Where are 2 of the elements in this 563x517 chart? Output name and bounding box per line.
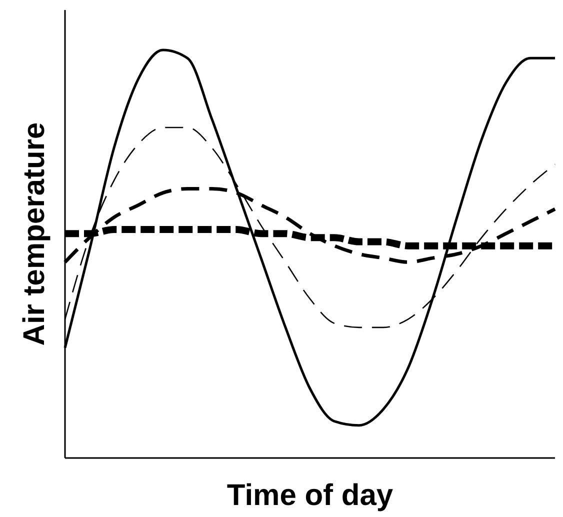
x-axis-title: Time of day (226, 479, 394, 512)
y-axis-title: Air temperature (18, 122, 51, 346)
